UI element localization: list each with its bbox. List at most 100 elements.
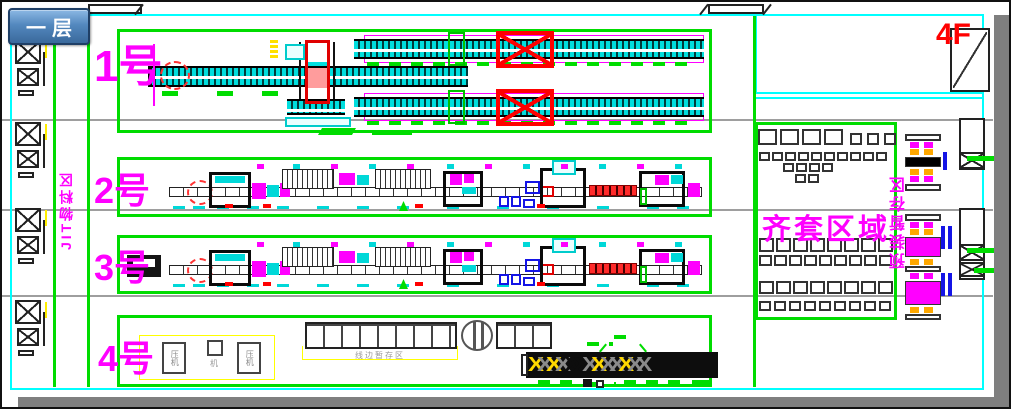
cyan-dash bbox=[647, 206, 659, 209]
pallet-stand bbox=[511, 196, 521, 207]
jit-material-area-label: JIT物料区 bbox=[58, 169, 74, 250]
line3-label: 3号 bbox=[94, 247, 151, 288]
green-annotation bbox=[592, 382, 616, 386]
chain-link-icon: X bbox=[573, 353, 589, 377]
line3-area-outline bbox=[117, 235, 712, 294]
pallet-stand bbox=[499, 274, 509, 285]
cyan-dash bbox=[447, 284, 459, 287]
equipment-block bbox=[450, 252, 462, 263]
kitting-rack-slot bbox=[861, 238, 876, 252]
kitting-rack-slot bbox=[849, 301, 861, 311]
kitting-rack-slot bbox=[789, 255, 802, 266]
floor-reference-label: 4F bbox=[936, 18, 972, 51]
kitting-rack-slot bbox=[759, 238, 774, 252]
floor-tab-button[interactable]: 一层 bbox=[8, 8, 90, 45]
comb-machine bbox=[375, 247, 431, 267]
chain-link-icon: X bbox=[591, 353, 607, 377]
elevator-car-icon bbox=[17, 150, 39, 168]
station-tick bbox=[257, 164, 264, 169]
green-annotation bbox=[692, 380, 710, 384]
kitting-rack-slot bbox=[863, 152, 874, 161]
pallet-stand bbox=[499, 196, 509, 207]
conveyor-end-cap bbox=[148, 66, 152, 87]
cyan-dash bbox=[677, 206, 689, 209]
cyan-dash bbox=[277, 284, 289, 287]
kitting-rack-slot bbox=[879, 255, 892, 266]
stored-part bbox=[924, 307, 933, 313]
cyan-dash bbox=[447, 206, 459, 209]
green-chute bbox=[317, 128, 357, 135]
equipment-block bbox=[280, 261, 290, 275]
station-tick bbox=[523, 242, 530, 247]
kitting-rack-slot bbox=[759, 152, 770, 161]
elevator-bracket bbox=[43, 52, 45, 86]
station-tick bbox=[523, 164, 530, 169]
press-machine-3: 压机 bbox=[237, 342, 261, 374]
cyan-dash bbox=[247, 206, 259, 209]
equipment-block bbox=[464, 252, 474, 261]
floor-grid-line-2 bbox=[2, 209, 993, 211]
pallet-bar bbox=[941, 273, 945, 296]
station-tick bbox=[447, 242, 454, 247]
equipment-block bbox=[267, 185, 279, 197]
kitting-rack-slot bbox=[850, 152, 861, 161]
line-head-machine-window bbox=[133, 259, 155, 267]
stored-part bbox=[910, 307, 919, 313]
pallet-bar bbox=[948, 273, 952, 296]
chain-conveyor-end-cap bbox=[521, 354, 528, 376]
kitting-rack-slot bbox=[878, 238, 893, 252]
line4-press-cell-outline bbox=[139, 335, 275, 380]
line4-label: 4号 bbox=[98, 338, 155, 379]
kitting-rack-slot bbox=[822, 163, 833, 172]
rack-shelf bbox=[905, 214, 941, 221]
stored-part bbox=[910, 229, 919, 235]
stored-part bbox=[924, 142, 933, 148]
rack-shelf bbox=[905, 184, 941, 191]
chain-link-icon: X bbox=[528, 353, 544, 377]
rack-shelf bbox=[905, 134, 941, 141]
equipment-block bbox=[252, 261, 266, 277]
kitting-rack-slot bbox=[834, 255, 847, 266]
kitting-rack-slot bbox=[780, 129, 799, 145]
tool-box bbox=[525, 181, 540, 194]
cyan-dash bbox=[647, 284, 659, 287]
yellow-tick bbox=[45, 210, 47, 226]
kitting-rack-slot bbox=[811, 152, 822, 161]
cyan-dash bbox=[277, 206, 289, 209]
frame-post-left bbox=[299, 42, 301, 102]
kitting-rack-slot bbox=[867, 133, 879, 145]
elevator-car-icon bbox=[15, 208, 41, 232]
red-chain-conveyor bbox=[589, 263, 637, 274]
cyan-dash bbox=[173, 206, 185, 209]
stored-part bbox=[924, 222, 933, 228]
safety-gate bbox=[640, 188, 647, 205]
kitting-rack-slot bbox=[785, 152, 796, 161]
station-tick bbox=[369, 164, 376, 169]
preassembly-buffer-label: 预装暂存区 bbox=[891, 174, 908, 269]
chain-link-icon: X bbox=[627, 353, 643, 377]
equipment-block bbox=[280, 183, 290, 197]
kitting-rack-slot bbox=[808, 174, 819, 183]
floor-grid-line-3 bbox=[2, 295, 993, 297]
kitting-rack-slot bbox=[861, 281, 876, 294]
kitting-rack-slot bbox=[849, 255, 862, 266]
elevator-door-icon bbox=[18, 90, 34, 96]
equipment-block bbox=[357, 175, 369, 185]
bottom-wall bbox=[18, 397, 1009, 407]
kitting-rack-slot bbox=[809, 163, 820, 172]
cyan-dash bbox=[497, 206, 509, 209]
left-wall-line bbox=[10, 14, 12, 390]
line4-turntable bbox=[461, 320, 493, 351]
kitting-rack-slot bbox=[759, 301, 771, 311]
kitting-rack-slot bbox=[774, 301, 786, 311]
station-circle-marker bbox=[187, 258, 213, 283]
chain-link-icon: X bbox=[618, 353, 634, 377]
equipment-block bbox=[267, 263, 279, 275]
kitting-rack-slot bbox=[789, 301, 801, 311]
equipment-block bbox=[462, 187, 476, 194]
red-dash bbox=[415, 204, 423, 208]
equipment-block bbox=[671, 175, 683, 184]
yellow-tick bbox=[45, 42, 47, 58]
kitting-rack-slot bbox=[796, 163, 807, 172]
station-tick bbox=[561, 164, 568, 169]
